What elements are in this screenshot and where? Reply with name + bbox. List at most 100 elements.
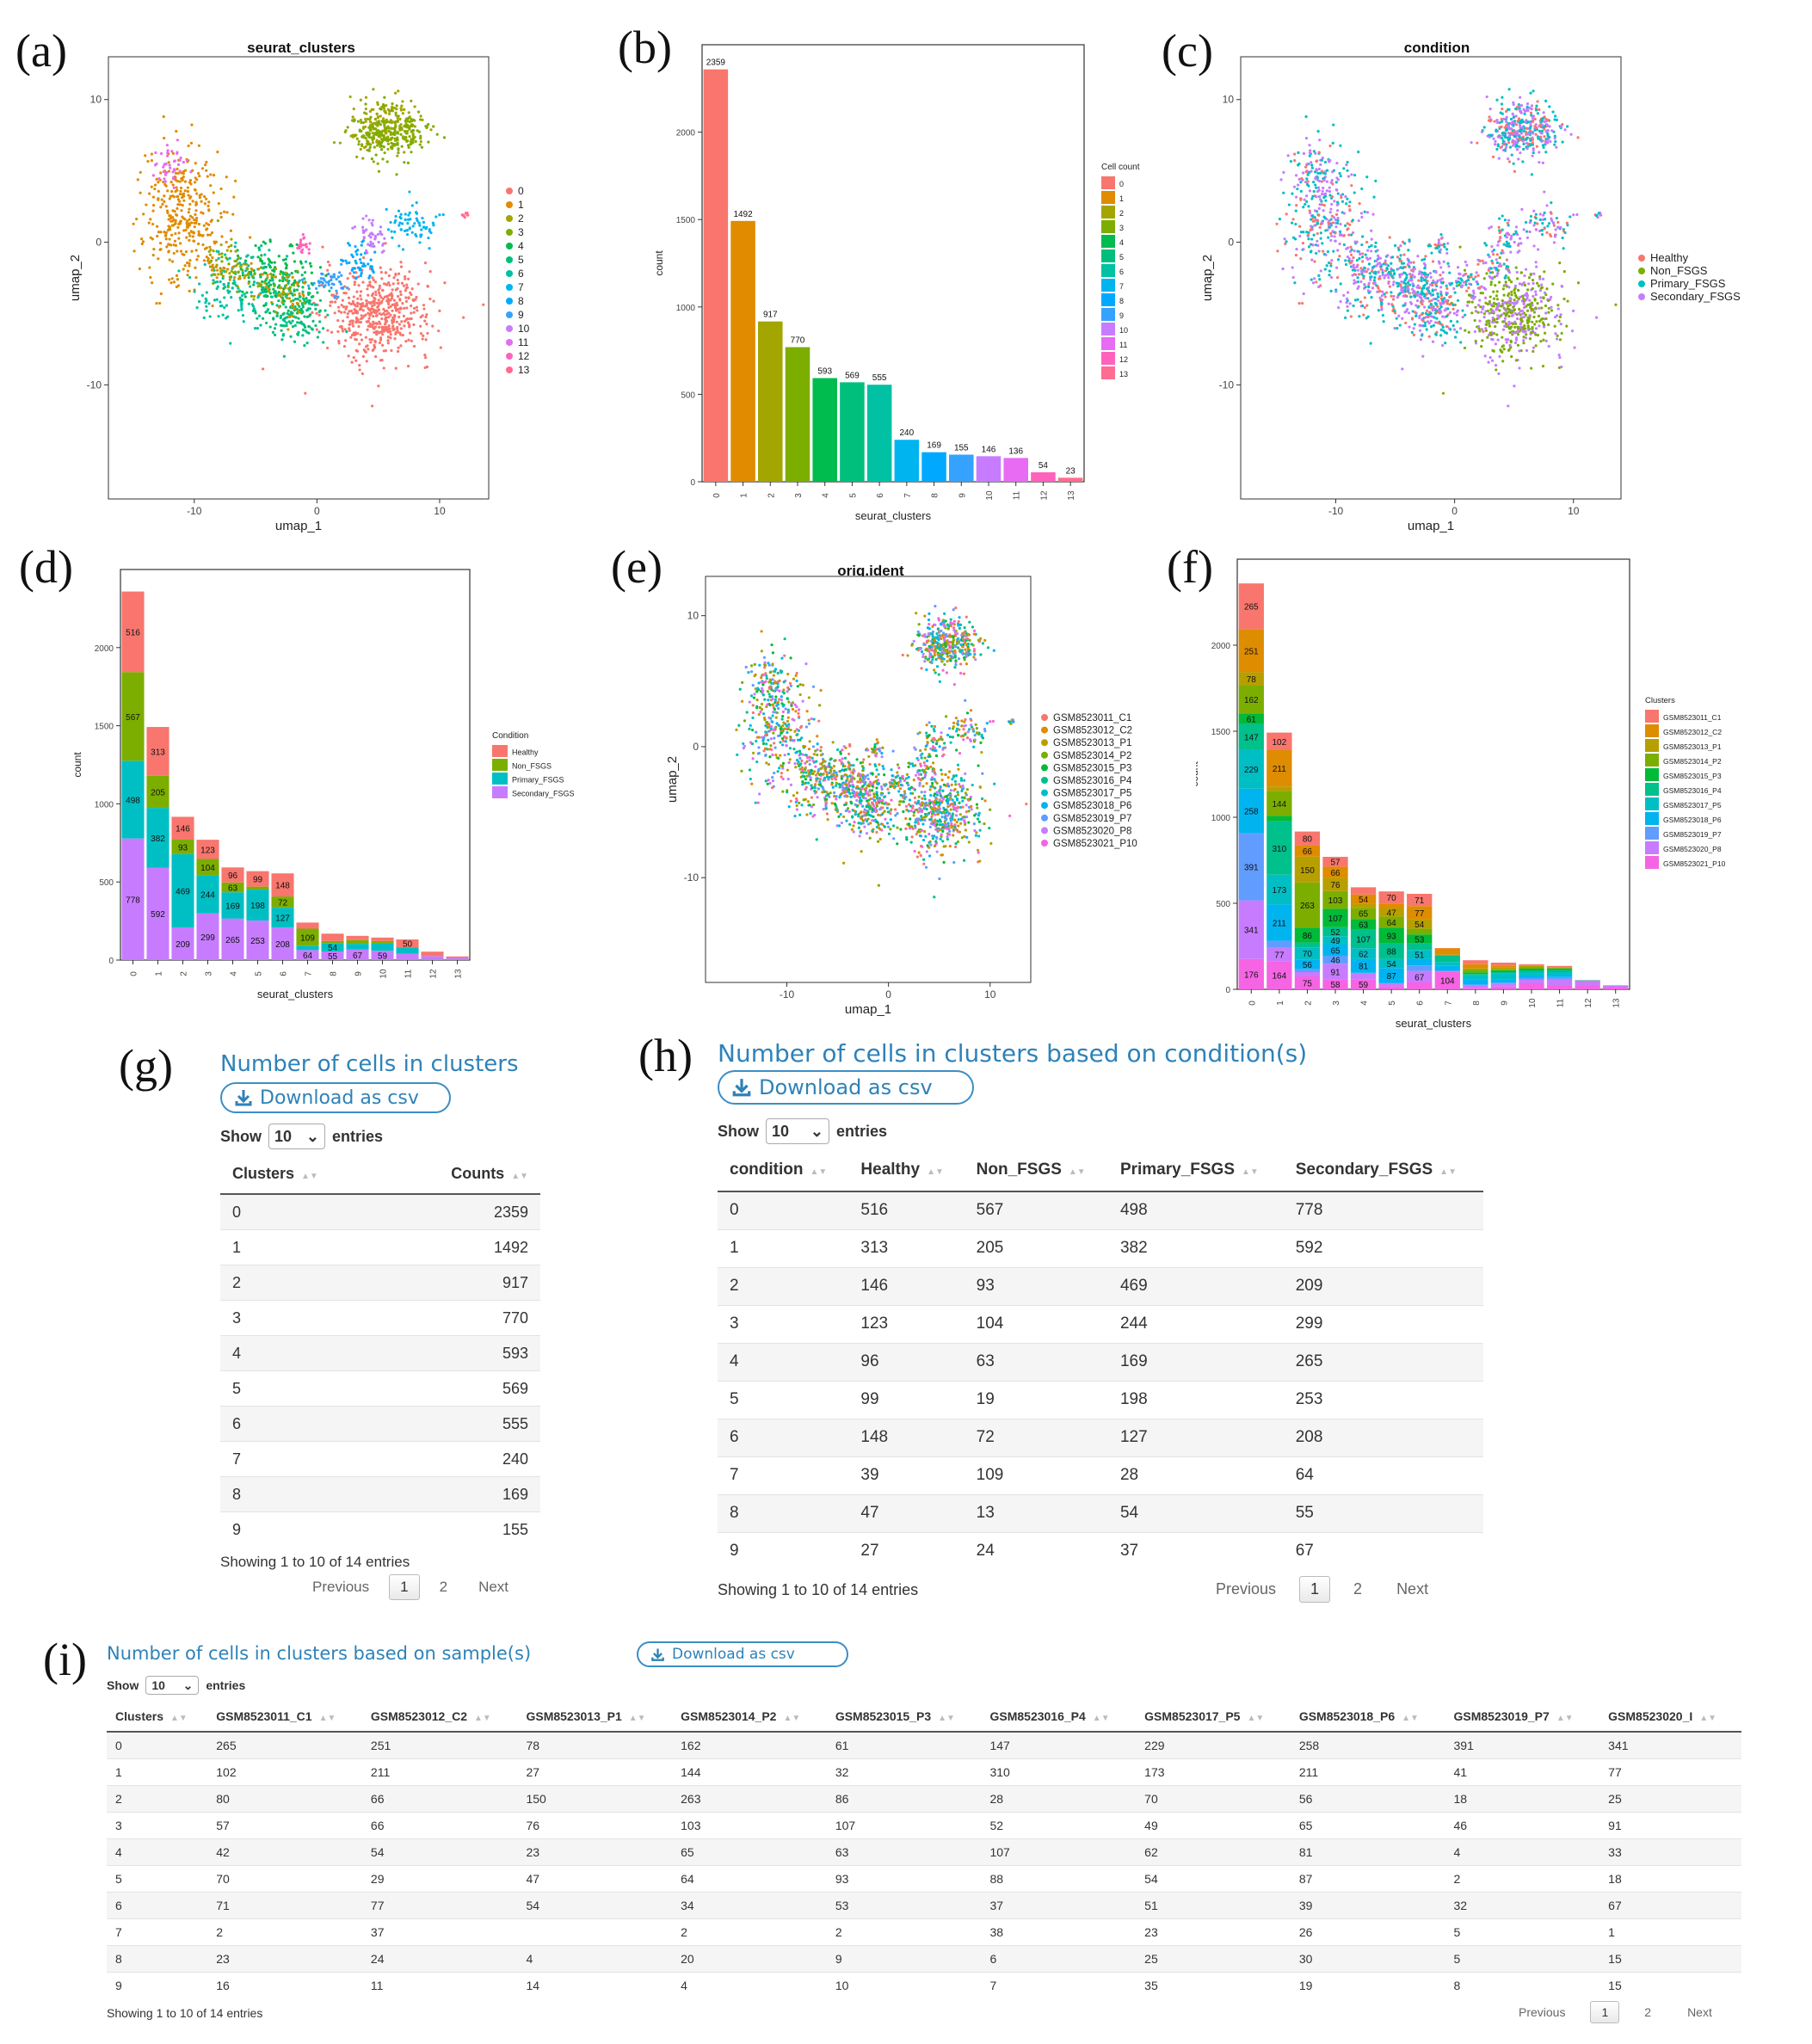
umap-point: [178, 193, 182, 196]
umap-point: [1310, 237, 1314, 241]
umap-point: [1279, 178, 1283, 182]
umap-point: [1528, 337, 1532, 341]
umap-point: [389, 220, 392, 225]
legend-swatch: [1101, 235, 1115, 248]
umap-point: [174, 171, 178, 175]
umap-point: [1326, 250, 1330, 254]
umap-point: [230, 237, 233, 241]
umap-point: [172, 175, 176, 180]
umap-point: [1516, 333, 1520, 336]
umap-point: [1484, 327, 1488, 330]
umap-point: [300, 278, 304, 281]
umap-point: [1514, 230, 1518, 233]
umap-point: [1445, 314, 1449, 318]
umap-point: [1479, 305, 1482, 309]
umap-point: [1538, 151, 1541, 154]
umap-point: [205, 305, 208, 308]
umap-point: [1518, 311, 1521, 315]
umap-point: [1430, 251, 1433, 255]
umap-point: [198, 175, 201, 178]
legend-dot: [506, 188, 513, 194]
umap-point: [1398, 323, 1402, 327]
umap-point: [1458, 281, 1462, 285]
umap-point: [971, 783, 974, 787]
umap-point: [376, 162, 379, 165]
umap-point: [394, 366, 398, 370]
umap-point: [407, 338, 410, 342]
umap-point: [1382, 320, 1385, 323]
umap-point: [1452, 328, 1457, 331]
umap-point: [367, 132, 371, 135]
umap-point: [378, 121, 381, 125]
bar-value-label: 136: [1008, 446, 1023, 456]
umap-point: [1507, 224, 1510, 227]
umap-point: [1464, 280, 1468, 283]
umap-point: [397, 151, 400, 155]
umap-point: [209, 173, 213, 176]
umap-point: [1427, 335, 1431, 338]
umap-point: [920, 791, 923, 794]
umap-point: [287, 281, 290, 285]
umap-point: [1481, 292, 1484, 295]
umap-point: [293, 292, 297, 297]
umap-point: [395, 173, 398, 176]
umap-point: [419, 315, 422, 319]
umap-point: [1373, 245, 1377, 249]
umap-point: [1421, 319, 1425, 323]
umap-point: [363, 305, 367, 308]
umap-point: [425, 225, 428, 229]
umap-point: [1528, 313, 1532, 317]
umap-point: [1540, 306, 1544, 310]
bar-segment: [894, 440, 920, 482]
umap-point: [1453, 291, 1457, 294]
bar-segment: [396, 953, 419, 960]
umap-point: [1561, 236, 1564, 240]
umap-point: [314, 307, 317, 311]
umap-point: [421, 337, 424, 341]
umap-point: [1572, 309, 1575, 313]
umap-point: [1402, 262, 1406, 265]
umap-point: [188, 262, 191, 265]
umap-point: [1507, 242, 1511, 245]
umap-point: [1418, 270, 1421, 274]
umap-point: [1489, 283, 1493, 286]
umap-point: [168, 197, 171, 200]
umap-point: [401, 112, 404, 115]
umap-point: [957, 824, 960, 828]
umap-point: [410, 123, 415, 126]
umap-point: [1540, 123, 1544, 126]
umap-point: [284, 271, 287, 274]
umap-point: [1539, 299, 1544, 303]
umap-point: [1334, 218, 1337, 222]
umap-point: [1537, 137, 1540, 140]
umap-point: [176, 206, 179, 210]
umap-point: [176, 171, 180, 175]
umap-point: [1491, 262, 1495, 265]
umap-point: [225, 175, 228, 179]
umap-point: [188, 234, 192, 237]
umap-point: [281, 279, 285, 283]
umap-point: [1356, 298, 1359, 301]
umap-point: [1513, 291, 1517, 295]
umap-point: [372, 310, 375, 313]
umap-point: [1519, 323, 1522, 326]
legend-label: Primary_FSGS: [1650, 277, 1726, 290]
umap-point: [1541, 221, 1544, 225]
umap-point: [1541, 161, 1544, 164]
umap-point: [1476, 282, 1480, 286]
umap-point: [1360, 187, 1364, 191]
umap-point: [1330, 234, 1334, 237]
umap-point: [1522, 281, 1525, 285]
umap-point: [1297, 163, 1300, 167]
umap-point: [1513, 240, 1516, 244]
umap-point: [1336, 219, 1340, 222]
umap-point: [259, 323, 262, 327]
umap-point: [1440, 236, 1444, 239]
umap-point: [163, 231, 166, 234]
umap-point: [386, 336, 391, 339]
umap-point: [909, 817, 912, 821]
umap-point: [281, 312, 285, 317]
legend-label: Healthy: [1650, 251, 1689, 264]
umap-point: [1519, 151, 1522, 155]
